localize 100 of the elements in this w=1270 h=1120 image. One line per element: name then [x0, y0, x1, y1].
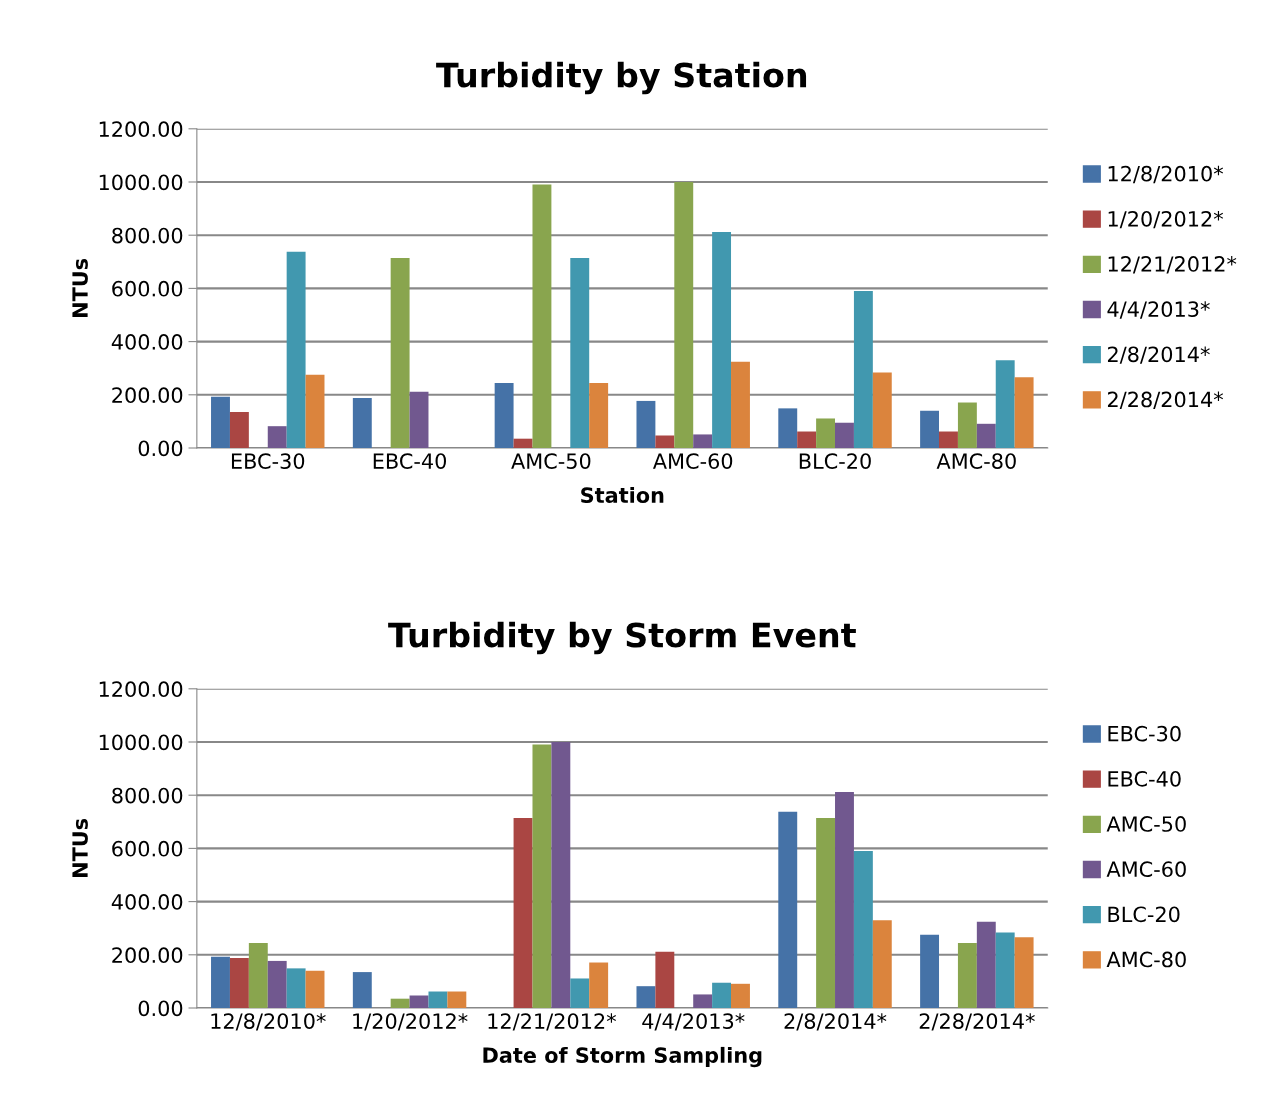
- chart-title: Turbidity by Storm Event: [388, 621, 856, 655]
- bar: [920, 410, 940, 448]
- bar: [995, 360, 1015, 448]
- x-tick-label: 12/8/2010*: [211, 1013, 326, 1031]
- bar: [267, 960, 287, 1008]
- bar: [286, 968, 306, 1008]
- x-axis-title: Date of Storm Sampling: [483, 1046, 762, 1068]
- bar: [655, 951, 675, 1008]
- x-tick-label: AMC-60: [652, 453, 733, 469]
- bar: [778, 811, 798, 1008]
- bar: [428, 991, 448, 1008]
- bar: [693, 434, 713, 448]
- bar: [957, 943, 977, 1008]
- bar: [352, 972, 372, 1008]
- legend-label: 2/8/2014*: [1107, 346, 1210, 364]
- y-tick-label: 1200.00: [99, 121, 183, 138]
- bar: [589, 383, 609, 448]
- bar: [305, 374, 325, 448]
- legend-label: AMC-80: [1106, 951, 1186, 968]
- x-tick-label: EBC-30: [231, 453, 305, 469]
- bar: [305, 970, 325, 1008]
- bar: [211, 956, 230, 1008]
- bar: [494, 383, 514, 448]
- y-axis-title: NTUs: [72, 818, 88, 877]
- bar: [409, 995, 429, 1008]
- bar: [976, 921, 996, 1008]
- bar: [211, 396, 230, 448]
- bar: [447, 991, 467, 1008]
- bar: [731, 983, 750, 1008]
- x-tick-label: BLC-20: [799, 453, 871, 469]
- bar: [551, 742, 571, 1008]
- bar: [570, 978, 590, 1008]
- bar: [939, 431, 958, 448]
- y-tick-label: 1000.00: [99, 734, 183, 751]
- bar: [636, 986, 656, 1008]
- legend-label: 12/21/2012*: [1108, 256, 1237, 274]
- y-tick-label: 600.00: [112, 840, 183, 857]
- y-tick-label: 400.00: [111, 894, 183, 910]
- bar: [957, 402, 977, 448]
- bar: [589, 962, 609, 1008]
- bar: [248, 943, 268, 1008]
- bar: [390, 998, 410, 1008]
- y-tick-label: 1200.00: [99, 681, 183, 698]
- bar: [570, 258, 590, 448]
- y-tick-label: 0.00: [138, 440, 183, 457]
- y-tick-label: 200.00: [112, 947, 183, 964]
- bar: [920, 934, 940, 1008]
- legend-label: EBC-40: [1108, 770, 1181, 787]
- bar: [853, 291, 873, 448]
- legend-label: 12/8/2010*: [1108, 165, 1224, 184]
- y-tick-label: 800.00: [112, 227, 183, 244]
- x-tick-label: 1/20/2012*: [353, 1013, 468, 1031]
- bar: [835, 792, 854, 1008]
- x-tick-label: 12/21/2012*: [488, 1013, 617, 1031]
- bar: [778, 408, 798, 448]
- bar: [872, 920, 892, 1008]
- y-tick-label: 0.00: [138, 1000, 183, 1017]
- y-tick-label: 400.00: [111, 334, 183, 350]
- legend-label: EBC-30: [1108, 725, 1181, 742]
- bar: [655, 435, 675, 448]
- bar: [872, 372, 892, 448]
- bar: [532, 184, 552, 448]
- y-axis-title: NTUs: [72, 258, 88, 317]
- bar: [229, 412, 249, 448]
- bar: [267, 426, 287, 448]
- x-tick-label: EBC-40: [373, 453, 447, 469]
- bar: [513, 818, 533, 1008]
- bar: [712, 982, 732, 1008]
- bar: [976, 423, 996, 448]
- x-tick-label: 2/28/2014*: [919, 1013, 1035, 1031]
- bar: [797, 431, 817, 448]
- bar: [712, 232, 732, 448]
- bar: [731, 361, 750, 448]
- bar: [390, 258, 410, 448]
- legend-label: 4/4/2013*: [1107, 301, 1210, 319]
- bar: [229, 957, 249, 1008]
- legend-label: AMC-50: [1106, 816, 1186, 832]
- bar: [995, 932, 1015, 1008]
- bar: [636, 400, 656, 448]
- y-tick-label: 1000.00: [99, 174, 183, 191]
- bar: [816, 418, 836, 448]
- x-tick-label: 2/8/2014*: [784, 1013, 887, 1031]
- legend-label: 2/28/2014*: [1107, 391, 1224, 409]
- legend-label: BLC-20: [1108, 906, 1180, 923]
- bar: [513, 438, 533, 448]
- bar: [674, 182, 694, 448]
- bar: [853, 851, 873, 1008]
- y-tick-label: 200.00: [112, 387, 183, 404]
- bar: [532, 744, 552, 1008]
- x-tick-label: AMC-50: [511, 453, 591, 469]
- legend-label: 1/20/2012*: [1108, 210, 1224, 229]
- bar: [352, 397, 372, 448]
- bar: [816, 818, 836, 1008]
- y-tick-label: 600.00: [112, 280, 183, 297]
- y-tick-label: 800.00: [112, 787, 183, 804]
- bar: [1014, 937, 1034, 1008]
- chart-title: Turbidity by Station: [436, 61, 807, 95]
- x-tick-label: 4/4/2013*: [642, 1013, 745, 1031]
- x-tick-label: AMC-80: [936, 453, 1016, 469]
- x-axis-title: Station: [581, 486, 664, 504]
